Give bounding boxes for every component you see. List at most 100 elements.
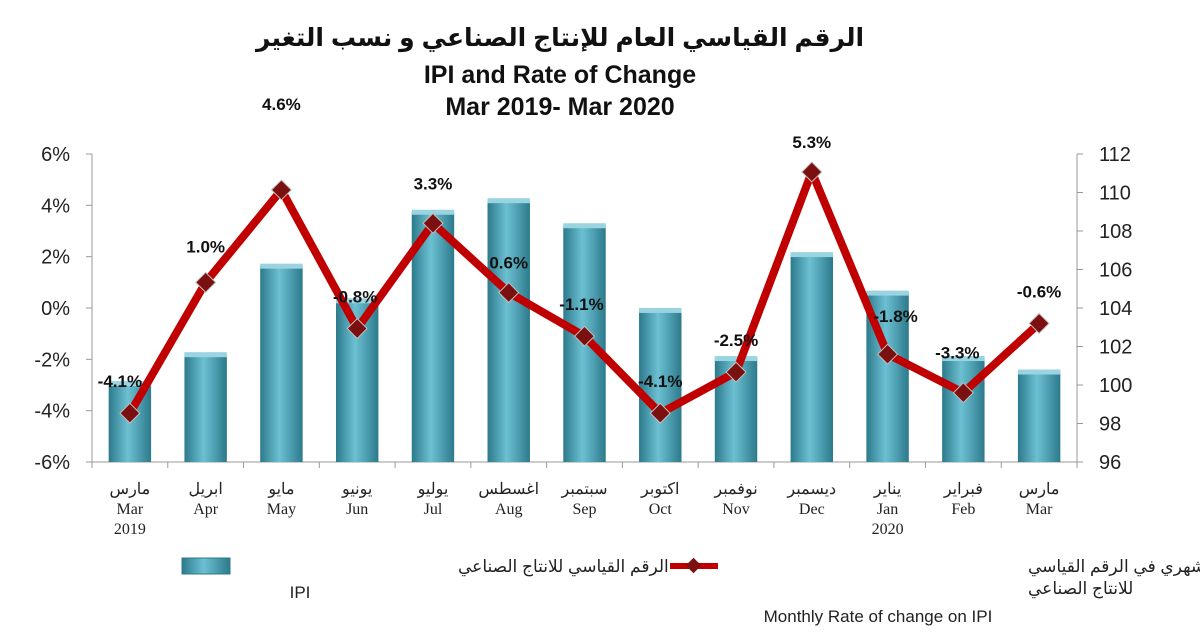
ipi-bar-top	[1017, 369, 1061, 375]
right-tick-label: 110	[1099, 183, 1131, 205]
category-label-arabic: يناير	[873, 481, 901, 498]
rate-point	[270, 179, 293, 201]
left-tick-label: -4%	[34, 401, 70, 423]
category-label-arabic: يوليو	[417, 481, 449, 498]
right-tick-label: 102	[1099, 337, 1132, 359]
right-tick-label: 106	[1099, 260, 1132, 282]
legend: الرقم القياسي للانتاج الصناعي IPI نسبة ا…	[181, 557, 1200, 626]
chart-subtitle: Mar 2019- Mar 2020	[445, 93, 674, 121]
line-series	[119, 161, 1050, 424]
category-label-english: Nov	[722, 501, 750, 518]
rate-point	[119, 402, 141, 424]
ipi-bar-top	[866, 290, 909, 296]
left-tick-label: 4%	[41, 195, 70, 217]
right-tick-label: 98	[1099, 414, 1121, 436]
rate-data-label: -3.3%	[935, 344, 979, 363]
ipi-bar-top	[184, 352, 227, 358]
ipi-bar-top	[411, 209, 455, 215]
rate-point	[1028, 312, 1050, 335]
left-tick-label: -6%	[34, 452, 70, 474]
chart-title-english: IPI and Rate of Change	[424, 61, 696, 89]
data-labels: -4.1% 1.0% 4.6% -0.8% 3.3% 0.6% -1.1% -4.1% -2.5…	[98, 95, 1062, 391]
left-tick-label: 0%	[41, 298, 70, 320]
legend-rate-arabic-line1: نسبة التغير الشهري في الرقم القياسي	[1028, 557, 1200, 577]
ipi-bar	[790, 254, 834, 462]
rate-data-label: -1.8%	[873, 307, 917, 326]
category-label-english: Oct	[649, 501, 673, 518]
axes: -6% -4% -2% 0% 2% 4% 6% 96 98 100 102 104 106 108 110 1…	[34, 144, 1132, 474]
ipi-bar-top	[487, 198, 530, 204]
category-label-english: Aug	[495, 501, 523, 518]
rate-data-label: -4.1%	[638, 372, 682, 391]
ipi-bar-top	[108, 381, 152, 387]
rate-point	[952, 382, 974, 404]
category-label-english: Jul	[424, 501, 443, 518]
rate-point	[801, 161, 823, 183]
rate-data-label: -2.5%	[714, 331, 758, 350]
rate-point	[876, 343, 899, 365]
ipi-bar	[260, 265, 303, 462]
category-label-arabic: سبتمبر	[561, 481, 608, 498]
category-label-english: Dec	[799, 501, 825, 518]
ipi-bar	[942, 358, 985, 462]
ipi-bar	[184, 354, 227, 462]
ipi-bar-top	[260, 263, 303, 269]
rate-data-label: 5.3%	[792, 133, 831, 152]
rate-point	[195, 271, 217, 293]
category-axis-labels: مارس Mar 2019 ابريل Apr مايو May يونيو Jun يوليو J…	[110, 481, 1060, 538]
legend-ipi-arabic: الرقم القياسي للانتاج الصناعي	[458, 557, 669, 577]
category-label-english: Jan	[877, 501, 898, 518]
category-label-arabic: فبراير	[943, 481, 983, 498]
category-label-english: Sep	[573, 501, 597, 518]
category-label-english: Feb	[951, 501, 975, 518]
category-label-arabic: نوفمبر	[713, 481, 757, 498]
right-tick-label: 96	[1099, 452, 1121, 474]
ipi-bar	[1017, 371, 1061, 462]
left-tick-label: -2%	[34, 349, 70, 371]
ipi-bar-top	[563, 223, 606, 229]
ipi-bar	[639, 309, 682, 462]
rate-point	[346, 317, 368, 340]
category-label-arabic: مايو	[267, 481, 294, 498]
ipi-bar	[411, 211, 455, 462]
rate-data-label: 0.6%	[489, 254, 528, 273]
category-label-year: 2019	[114, 521, 146, 538]
rate-point	[573, 325, 596, 347]
rate-data-label: -4.1%	[98, 372, 142, 391]
legend-item-ipi: الرقم القياسي للانتاج الصناعي IPI	[181, 557, 669, 602]
ipi-bar-top	[335, 298, 379, 304]
ipi-bar-top	[942, 356, 985, 362]
legend-ipi-english: IPI	[290, 583, 311, 602]
legend-rate-english: Monthly Rate of change on IPI	[764, 607, 993, 626]
category-label-arabic: اكتوبر	[640, 481, 679, 498]
category-label-arabic: اغسطس	[478, 481, 539, 498]
legend-bar-swatch	[181, 557, 231, 575]
rate-point	[725, 361, 747, 383]
category-label-english: Mar	[1026, 501, 1053, 518]
legend-line-marker	[685, 557, 702, 574]
category-label-english: May	[267, 501, 296, 518]
ipi-bar-top	[714, 356, 758, 362]
rate-data-label: 4.6%	[262, 95, 301, 114]
rate-point	[649, 402, 671, 424]
chart-title-arabic: الرقم القياسي العام للإنتاج الصناعي و نس…	[254, 24, 864, 53]
rate-data-label: 3.3%	[414, 174, 453, 193]
rate-data-label: -1.1%	[559, 295, 603, 314]
category-label-arabic: ابريل	[189, 481, 223, 498]
ipi-bar	[487, 200, 530, 462]
rate-data-label: -0.8%	[333, 288, 377, 307]
right-tick-label: 100	[1099, 375, 1132, 397]
category-label-year: 2020	[872, 521, 904, 538]
legend-rate-arabic-line2: للانتاج الصناعي	[1028, 579, 1133, 599]
category-label-english: Mar	[117, 501, 144, 518]
left-tick-label: 6%	[41, 144, 70, 166]
ipi-bar-top	[639, 307, 682, 313]
rate-data-label: -0.6%	[1017, 282, 1061, 301]
category-label-arabic: ديسمبر	[786, 481, 836, 498]
legend-item-rate: نسبة التغير الشهري في الرقم القياسي للان…	[670, 557, 1200, 626]
category-label-arabic: مارس	[1019, 481, 1060, 498]
right-tick-label: 108	[1099, 221, 1132, 243]
left-tick-label: 2%	[41, 247, 70, 269]
category-label-english: Apr	[193, 501, 219, 518]
